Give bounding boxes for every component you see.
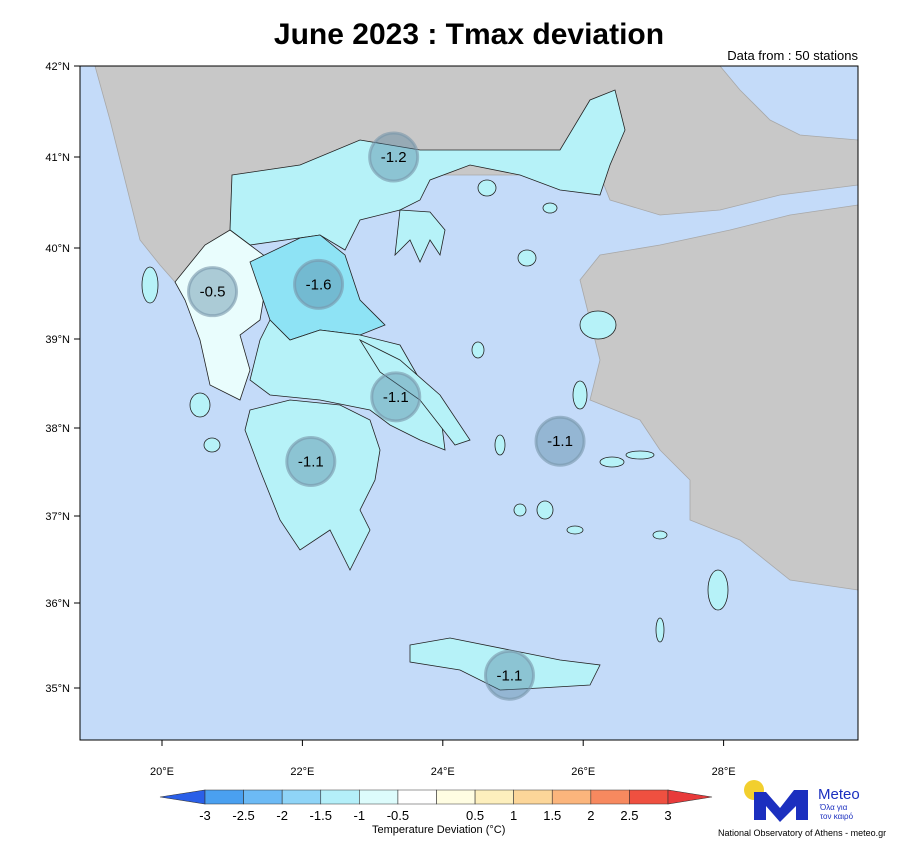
station-value-label: -1.1 — [298, 453, 324, 470]
colorbar-segment — [513, 789, 553, 805]
colorbar-tick-label: 1.5 — [543, 808, 562, 823]
colorbar-tick-label: -3 — [199, 808, 211, 823]
lat-tick-label: 37°N — [45, 511, 70, 523]
stations-note: Data from : 50 stations — [727, 48, 858, 63]
lon-tick-label: 22°E — [290, 766, 314, 778]
colorbar-segment — [281, 789, 322, 805]
colorbar-tick-label: 3 — [664, 808, 672, 823]
station-value-bubble — [534, 415, 586, 467]
region-central-greece — [249, 319, 446, 451]
station-value-bubble — [285, 435, 337, 487]
colorbar-tick-label: -1.5 — [309, 808, 332, 823]
logo-tagline-2: τον καιρό — [820, 812, 854, 821]
map-frame — [79, 65, 859, 741]
lon-tick-label: 26°E — [571, 766, 595, 778]
lat-tick-label: 41°N — [45, 152, 70, 164]
islands — [141, 179, 729, 643]
lon-tick-label: 24°E — [431, 766, 455, 778]
station-value-label: -1.1 — [497, 667, 523, 684]
evia — [358, 339, 471, 446]
colorbar-segment — [243, 789, 283, 805]
colorbar-tick-label: -0.5 — [386, 808, 410, 823]
colorbar-tick-label: 0.5 — [466, 808, 485, 823]
colorbar-tick-label: -2 — [276, 808, 288, 823]
colorbar-segment — [436, 789, 476, 805]
lon-tick-label: 28°E — [712, 766, 736, 778]
credit: National Observatory of Athens - meteo.g… — [718, 828, 887, 838]
meteo-logo — [744, 780, 808, 822]
colorbar-tick-label: -2.5 — [232, 808, 255, 823]
logo-name: Meteo — [818, 786, 860, 803]
colorbar-segment — [474, 789, 514, 805]
station-value-bubble — [293, 258, 345, 310]
colorbar-segment — [397, 789, 437, 805]
colorbar-segment — [629, 789, 669, 805]
lat-tick-label: 38°N — [45, 423, 70, 435]
colorbar-high-arrow — [667, 789, 713, 805]
logo-m — [754, 790, 808, 822]
colorbar-segment — [359, 789, 399, 805]
lat-tick-label: 40°N — [45, 243, 70, 255]
station-value-bubble — [368, 131, 420, 183]
logo-tagline-1: Όλα για — [820, 803, 848, 812]
lat-tick-label: 39°N — [45, 334, 70, 346]
chalkidiki — [394, 209, 446, 263]
page-title: June 2023 : Tmax deviation — [273, 18, 665, 51]
lat-tick-label: 35°N — [45, 683, 70, 695]
lat-tick-label: 42°N — [45, 61, 70, 73]
turkey-land — [579, 204, 858, 591]
colorbar-segment — [320, 789, 360, 805]
station-value-bubble — [370, 371, 422, 423]
colorbar-title: Temperature Deviation (°C) — [372, 824, 506, 836]
colorbar — [159, 789, 713, 805]
colorbar-segment — [204, 789, 244, 805]
station-value-label: -0.5 — [200, 284, 226, 301]
colorbar-tick-label: -1 — [353, 808, 366, 823]
lat-tick-label: 36°N — [45, 598, 70, 610]
region-macedonia-thrace — [229, 89, 626, 251]
colorbar-tick-label: 2 — [587, 808, 595, 823]
station-value-label: -1.6 — [306, 276, 332, 293]
station-value-label: -1.2 — [381, 149, 407, 166]
crete — [409, 637, 601, 691]
colorbar-segment — [590, 789, 630, 805]
lon-tick-label: 20°E — [150, 766, 174, 778]
station-value-bubble — [483, 649, 535, 701]
colorbar-low-arrow — [159, 789, 206, 805]
station-value-label: -1.1 — [547, 433, 573, 450]
colorbar-segment — [551, 789, 592, 805]
station-value-bubble — [187, 266, 239, 318]
colorbar-tick-label: 1 — [510, 808, 518, 823]
station-value-label: -1.1 — [383, 389, 409, 406]
colorbar-tick-label: 2.5 — [620, 808, 639, 823]
